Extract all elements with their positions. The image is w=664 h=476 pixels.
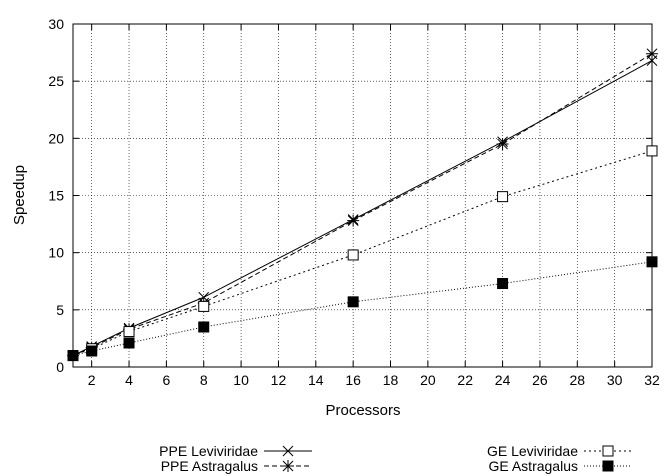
- legend-entry: GE Leviviridae: [487, 443, 632, 459]
- x-tick-label: 18: [383, 372, 399, 388]
- legend-marker: [602, 445, 614, 457]
- x-axis-label: Processors: [325, 402, 400, 419]
- x-tick-label: 30: [607, 372, 623, 388]
- x-tick-label: 24: [495, 372, 511, 388]
- series-line: [72, 150, 653, 357]
- x-tick-label: 32: [644, 372, 660, 388]
- data-point: [347, 296, 359, 308]
- legend-label: GE Leviviridae: [487, 443, 578, 459]
- x-tick-label: 4: [125, 372, 133, 388]
- x-tick-label: 26: [532, 372, 548, 388]
- series-ge-leviviridae: [67, 145, 658, 362]
- data-point: [646, 256, 658, 268]
- x-tick-label: 14: [308, 372, 324, 388]
- legend-entry: PPE Astragalus: [161, 458, 312, 474]
- data-point: [496, 138, 509, 151]
- x-tick-label: 16: [345, 372, 361, 388]
- y-tick-label: 0: [56, 359, 64, 375]
- data-point: [123, 326, 135, 338]
- series-ge-astragalus: [67, 256, 658, 362]
- series-line: [72, 53, 653, 357]
- legend-entry: GE Astragalus: [489, 458, 632, 474]
- x-tick-label: 2: [88, 372, 96, 388]
- data-point: [198, 300, 210, 312]
- x-tick-label: 28: [570, 372, 586, 388]
- x-tick-label: 8: [200, 372, 208, 388]
- data-point: [123, 337, 135, 349]
- data-point: [497, 278, 509, 290]
- data-point: [646, 145, 658, 157]
- y-tick-label: 25: [48, 73, 64, 89]
- legend-label: PPE Leviviridae: [159, 443, 258, 459]
- legend-marker: [602, 460, 614, 472]
- y-axis-ticks: 0 5 10 15 20 25 30: [48, 16, 652, 375]
- y-tick-label: 15: [48, 188, 64, 204]
- series-ppe-leviviridae: [67, 55, 658, 361]
- data-point: [67, 350, 79, 362]
- y-tick-label: 5: [56, 302, 64, 318]
- legend-entry: PPE Leviviridae: [159, 443, 312, 459]
- x-tick-label: 6: [162, 372, 170, 388]
- data-point: [646, 47, 658, 60]
- series-ppe-astragalus: [67, 47, 658, 362]
- series-lines: [67, 47, 658, 362]
- legend-marker: [282, 445, 294, 457]
- data-point: [86, 345, 98, 357]
- x-tick-label: 12: [271, 372, 287, 388]
- grid-lines: [73, 24, 652, 367]
- x-tick-label: 10: [233, 372, 249, 388]
- x-tick-label: 22: [457, 372, 473, 388]
- y-tick-label: 20: [48, 130, 64, 146]
- series-line: [72, 261, 653, 357]
- data-point: [497, 191, 509, 203]
- x-tick-label: 20: [420, 372, 436, 388]
- y-tick-label: 30: [48, 16, 64, 32]
- legend-label: PPE Astragalus: [161, 458, 258, 474]
- legend-label: GE Astragalus: [489, 458, 579, 474]
- data-point: [198, 321, 210, 333]
- data-point: [347, 214, 360, 227]
- series-line: [72, 60, 653, 357]
- y-tick-label: 10: [48, 245, 64, 261]
- x-axis-ticks: 2 4 6 8 10 12 14 16 18 20 22 24 26 28 30 32: [88, 24, 660, 388]
- legend-marker: [282, 460, 294, 472]
- data-point: [347, 249, 359, 261]
- y-axis-label: Speedup: [11, 165, 28, 225]
